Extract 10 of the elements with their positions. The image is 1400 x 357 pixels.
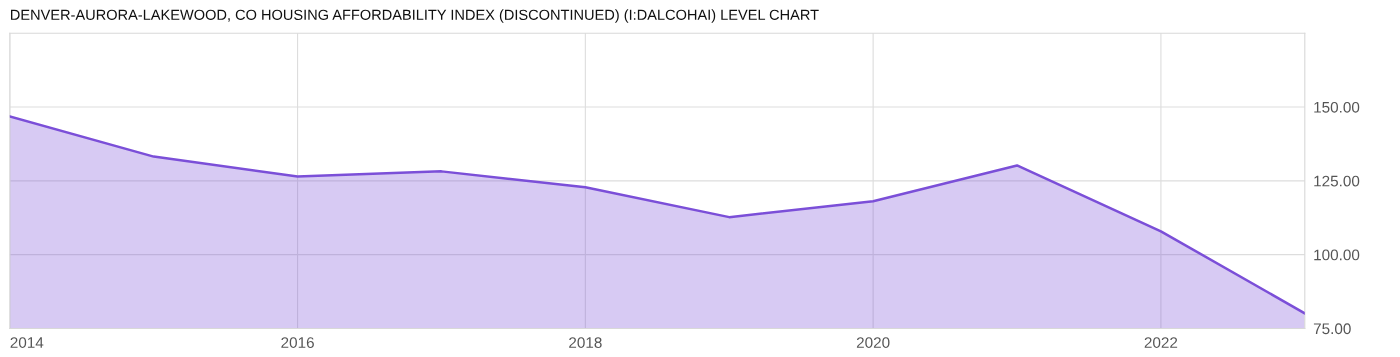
y-tick-label: 100.00 xyxy=(1314,249,1360,261)
y-tick-label: 125.00 xyxy=(1314,175,1360,187)
y-tick-label: 75.00 xyxy=(1313,323,1351,335)
x-tick-label: 2014 xyxy=(10,337,44,348)
chart-title: DENVER-AURORA-LAKEWOOD, CO HOUSING AFFORDABILITY INDEX (DISCONTINUED) (I:DALCOHAI) LEVEL CHART xyxy=(11,9,819,23)
x-tick-label: 2016 xyxy=(281,337,314,348)
y-tick-label: 150.00 xyxy=(1314,101,1360,113)
x-tick-label: 2022 xyxy=(1144,337,1178,348)
x-tick-label: 2018 xyxy=(569,337,602,348)
x-tick-label: 2020 xyxy=(856,337,890,348)
